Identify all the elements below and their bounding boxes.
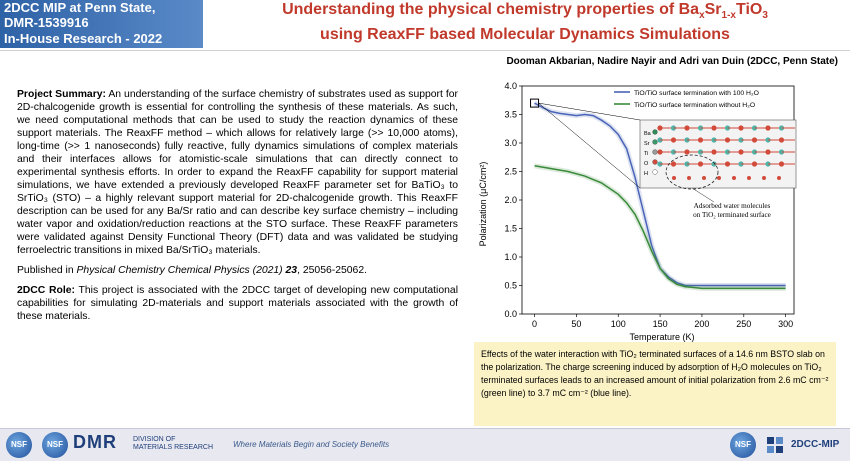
x-tick-label: 50 xyxy=(571,319,581,329)
water-molecule xyxy=(732,176,736,180)
inset-legend-dot xyxy=(652,129,658,135)
x-tick-label: 200 xyxy=(694,319,709,329)
y-axis-label: Polarization (μC/cm²) xyxy=(478,162,488,247)
nsf-logo: NSF xyxy=(6,432,32,458)
x-tick-label: 150 xyxy=(653,319,668,329)
badge-line-3: In-House Research - 2022 xyxy=(4,31,163,46)
start-marker xyxy=(530,98,540,108)
dmr-logo: DMR xyxy=(73,432,117,452)
x-tick-label: 0 xyxy=(532,319,537,329)
water-molecule xyxy=(777,176,781,180)
y-tick-label: 3.5 xyxy=(504,110,517,120)
page-title: Understanding the physical chemistry pro… xyxy=(210,0,840,44)
divider xyxy=(0,50,850,51)
inset-legend-label: O xyxy=(644,161,649,167)
y-tick-label: 1.0 xyxy=(504,252,517,262)
water-molecule xyxy=(717,176,721,180)
y-tick-label: 2.5 xyxy=(504,167,517,177)
water-molecule xyxy=(747,176,751,180)
x-tick-label: 250 xyxy=(736,319,751,329)
body-text: Project Summary: An understanding of the… xyxy=(17,88,458,330)
mip-logo-text: 2DCC-MIP xyxy=(791,439,840,450)
inset-legend-label: Ba xyxy=(644,131,652,137)
series-line-1 xyxy=(534,165,786,290)
x-axis-label: Temperature (K) xyxy=(629,332,694,342)
y-tick-label: 4.0 xyxy=(504,81,517,91)
title-line-2: using ReaxFF based Molecular Dynamics Si… xyxy=(320,26,730,44)
tagline: Where Materials Begin and Society Benefi… xyxy=(233,440,390,449)
badge-line-2: DMR-1539916 xyxy=(4,15,89,30)
x-tick-label: 100 xyxy=(611,319,626,329)
water-molecule xyxy=(702,176,706,180)
x-tick-label: 300 xyxy=(778,319,793,329)
water-molecule xyxy=(672,176,676,180)
water-molecule xyxy=(762,176,766,180)
inset-legend-dot xyxy=(652,159,658,165)
inset-legend-dot xyxy=(652,149,658,155)
title-line-1: Understanding the physical chemistry pro… xyxy=(282,1,768,22)
nsf-logo-2: NSF xyxy=(42,432,68,458)
legend-label: TiO/TiO surface termination with 100 H₂O xyxy=(634,90,759,97)
chart-legend: TiO/TiO surface termination with 100 H₂O… xyxy=(614,90,759,109)
inset-legend-dot xyxy=(652,139,658,145)
inset-legend-dot xyxy=(652,169,658,175)
y-tick-label: 0.0 xyxy=(504,309,517,319)
figure-caption: Effects of the water interaction with Ti… xyxy=(474,342,836,426)
role: 2DCC Role: This project is associated wi… xyxy=(17,285,458,322)
footer: NSF NSF DMR DIVISION OF MATERIALS RESEARC… xyxy=(0,428,850,461)
y-tick-label: 1.5 xyxy=(504,224,517,234)
publication: Published in Physical Chemistry Chemical… xyxy=(17,265,368,276)
polarization-chart: 0 50 100 150 200 250 300 0.0 0.5 1.0 1.5 2.0 2.5 3.0 3… xyxy=(478,81,797,342)
program-badge: 2DCC MIP at Penn State, DMR-1539916 In-H… xyxy=(0,0,203,48)
y-tick-label: 3.0 xyxy=(504,138,517,148)
inset-label-line-1: Adsorbed water molecules xyxy=(694,202,771,210)
y-tick-label: 0.5 xyxy=(504,281,517,291)
dmr-subtitle: DIVISION OF MATERIALS RESEARCH xyxy=(133,436,213,451)
legend-label: TiO/TiO surface termination without H₂O xyxy=(634,102,755,109)
y-tick-label: 2.0 xyxy=(504,195,517,205)
inset-legend-label: Ti xyxy=(644,151,648,157)
series-line-0 xyxy=(534,102,786,287)
inset-pointer xyxy=(538,102,641,121)
header: 2DCC MIP at Penn State, DMR-1539916 In-H… xyxy=(0,0,850,48)
inset-label-line-2: on TiO₂ terminated surface xyxy=(693,211,771,219)
nsf-logo-3: NSF xyxy=(730,432,756,458)
project-summary: Project Summary: An understanding of the… xyxy=(17,89,458,256)
atomistic-inset: Ba Sr Ti OH Adsorbed water molecules on TiO… xyxy=(639,119,797,219)
mip-logo-icon xyxy=(767,437,783,453)
inset-legend-label: Sr xyxy=(644,141,650,147)
water-molecule xyxy=(687,176,691,180)
authors: Dooman Akbarian, Nadire Nayir and Adri v… xyxy=(506,56,838,67)
inset-pointer xyxy=(538,102,641,189)
inset-legend-label: H xyxy=(644,171,648,177)
badge-line-1: 2DCC MIP at Penn State, xyxy=(4,0,156,15)
